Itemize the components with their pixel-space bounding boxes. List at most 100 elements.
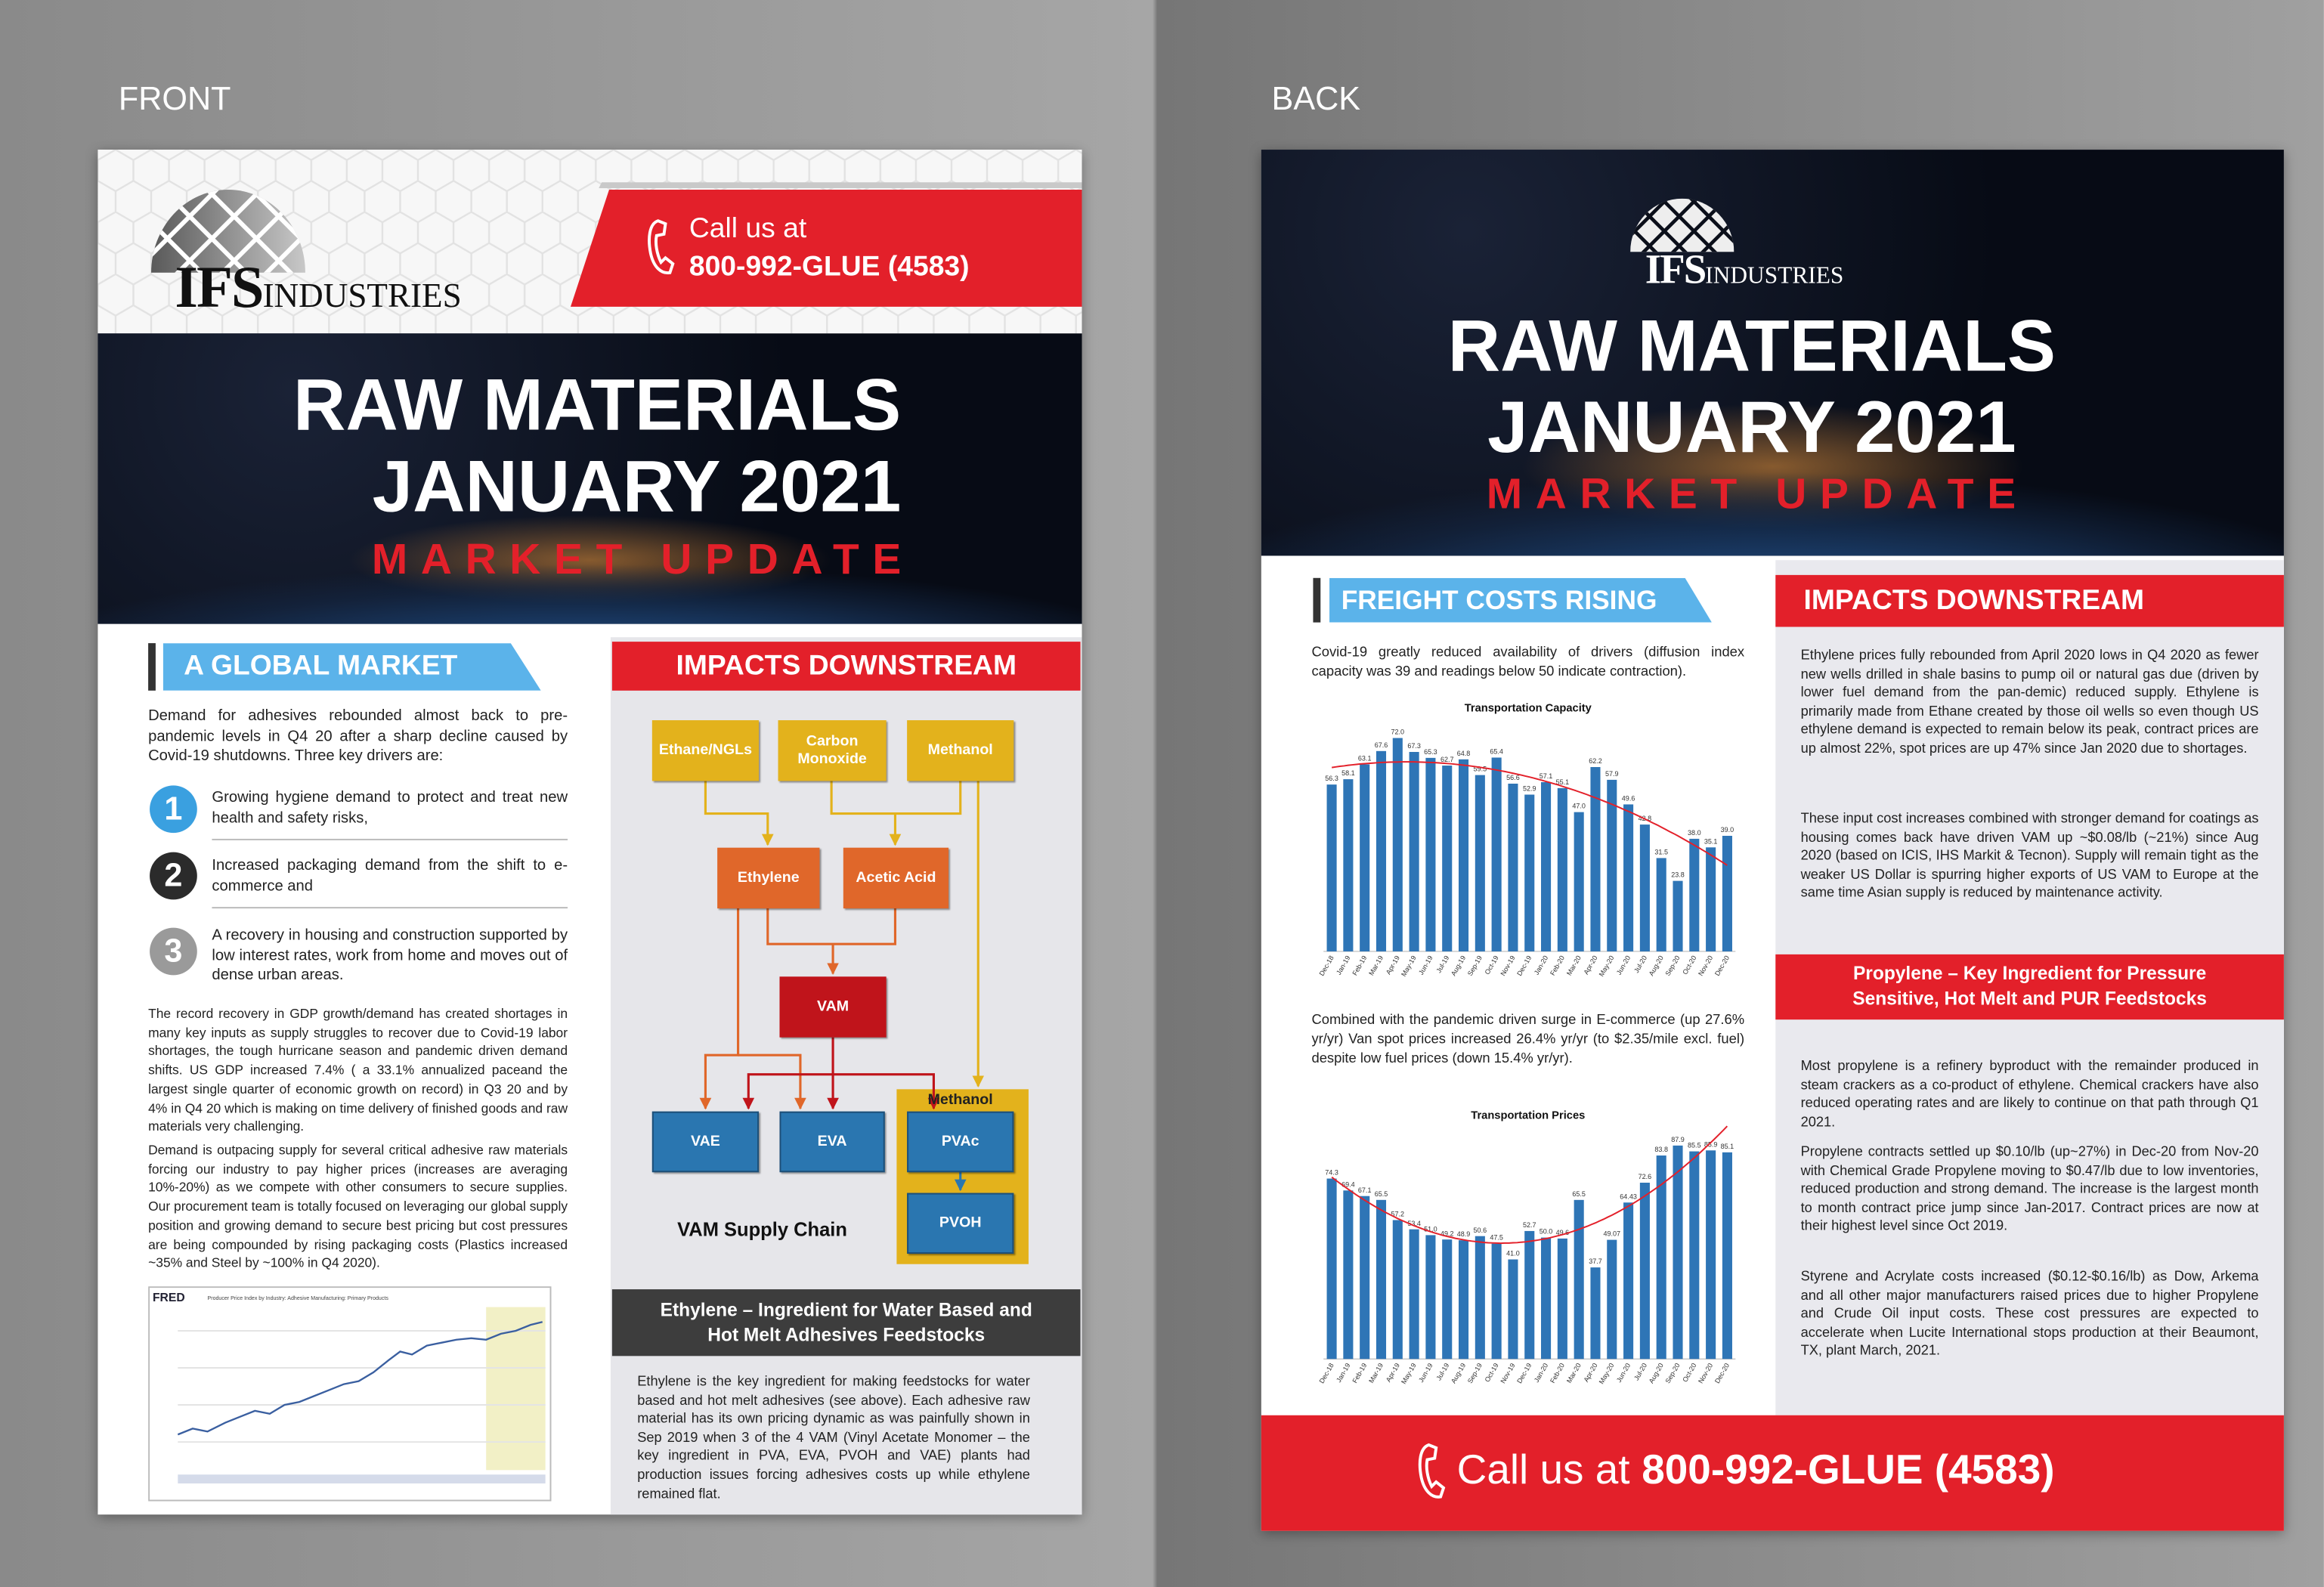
bar [1689, 1151, 1700, 1360]
x-tick-label: Jan-19 [1335, 954, 1351, 976]
data-label: 53.4 [1407, 1220, 1421, 1227]
x-tick-label: Dec-20 [1713, 954, 1731, 977]
fred-chart: FRED Producer Price Index by Industry: A… [148, 1286, 552, 1502]
chart-title: Transportation Capacity [1465, 702, 1592, 714]
hero-title: JANUARY 2021 [1487, 388, 2016, 469]
diagram-caption: VAM Supply Chain [677, 1217, 847, 1241]
bar [1590, 1267, 1601, 1360]
paragraph: Demand is outpacing supply for several c… [148, 1142, 568, 1271]
section-heading: Propylene – Key Ingredient for Pressure … [1775, 954, 2284, 1020]
bar [1442, 1239, 1453, 1360]
bar [1673, 880, 1683, 951]
heading-shape [1329, 577, 1712, 623]
bar [1623, 804, 1634, 951]
x-tick-label: Aug-20 [1648, 1362, 1665, 1384]
bar [1524, 794, 1535, 951]
bar [1689, 838, 1700, 951]
x-tick-label: Jun-19 [1417, 1362, 1434, 1384]
bar [1458, 759, 1469, 951]
footer [1261, 1415, 2284, 1531]
x-tick-label: Mar-20 [1565, 954, 1583, 977]
frame-label: Methanol [927, 1092, 993, 1109]
bar [1392, 738, 1403, 951]
bar [1475, 1236, 1485, 1360]
data-label: 67.1 [1358, 1186, 1372, 1194]
divider [212, 907, 568, 909]
hero-title: JANUARY 2021 [372, 447, 902, 528]
data-label: 67.3 [1407, 742, 1421, 750]
x-tick-label: Feb-19 [1351, 954, 1368, 977]
x-tick-label: Mar-19 [1367, 954, 1385, 977]
data-label: 47.0 [1572, 803, 1586, 810]
call-lead: Call us at [689, 213, 807, 245]
x-tick-label: Feb-20 [1549, 1362, 1566, 1384]
data-label: 37.7 [1589, 1258, 1602, 1265]
bar [1524, 1230, 1535, 1360]
bar [1656, 1155, 1666, 1360]
diagram-node: VAE [651, 1111, 760, 1173]
x-tick-label: Nov-20 [1697, 1362, 1714, 1384]
x-tick-label: Aug-19 [1450, 954, 1467, 977]
diagram-node: Ethane/NGLs [651, 720, 760, 781]
bar [1706, 847, 1716, 951]
paragraph: Covid-19 greatly reduced availability of… [1311, 643, 1745, 679]
bar [1639, 1183, 1650, 1360]
data-label: 85.1 [1721, 1143, 1734, 1150]
bar [1607, 1239, 1617, 1360]
data-label: 23.8 [1671, 871, 1685, 879]
driver-number: 3 [150, 927, 197, 976]
diagram-node: Ethylene [717, 847, 820, 909]
bar [1673, 1145, 1683, 1360]
data-label: 52.7 [1523, 1221, 1536, 1229]
hero [1261, 150, 2284, 556]
x-tick-label: Sep-20 [1663, 1362, 1681, 1384]
data-label: 56.6 [1506, 774, 1520, 781]
data-label: 50.6 [1474, 1227, 1487, 1234]
x-tick-label: Apr-19 [1385, 1362, 1401, 1383]
data-label: 52.9 [1523, 785, 1536, 793]
section-heading: Ethylene – Ingredient for Water Based an… [611, 1289, 1081, 1357]
data-label: 41.0 [1506, 1250, 1520, 1258]
front-label: FRONT [118, 79, 231, 117]
call-lead: Call us at [1456, 1446, 1630, 1493]
bar [1508, 783, 1518, 951]
x-tick-label: Mar-20 [1565, 1362, 1583, 1384]
call-number: 800-992-GLUE (4583) [689, 252, 970, 283]
data-label: 49.6 [1556, 1229, 1570, 1236]
driver-number: 1 [150, 785, 197, 834]
x-tick-label: Feb-19 [1351, 1362, 1368, 1384]
x-tick-label: Jan-20 [1533, 1362, 1549, 1384]
bar [1458, 1240, 1469, 1360]
paragraph: The record recovery in GDP growth/demand… [148, 1006, 568, 1134]
x-tick-label: Nov-19 [1499, 954, 1516, 977]
bar [1706, 1150, 1716, 1360]
x-tick-label: May-20 [1598, 954, 1616, 978]
footer-call: Call us at 800-992-GLUE (4583) [1457, 1446, 2055, 1494]
trend-line [1332, 761, 1728, 866]
side-panel [610, 637, 1082, 1515]
data-label: 39.0 [1721, 826, 1734, 834]
x-tick-label: Apr-20 [1582, 1362, 1598, 1383]
data-label: 64.43 [1620, 1193, 1637, 1200]
x-tick-label: May-19 [1400, 1362, 1418, 1385]
paragraph: Ethylene prices fully rebounded from Apr… [1800, 647, 2259, 756]
bar [1541, 1237, 1552, 1360]
data-label: 57.2 [1391, 1211, 1405, 1218]
data-label: 57.9 [1605, 770, 1619, 778]
x-tick-label: Jul-20 [1632, 954, 1648, 974]
bar [1343, 1190, 1354, 1360]
x-tick-label: Sep-19 [1466, 954, 1484, 977]
bar [1425, 757, 1436, 951]
x-tick-label: Nov-20 [1697, 954, 1714, 977]
x-tick-label: Apr-19 [1385, 954, 1401, 976]
data-label: 72.6 [1639, 1173, 1652, 1180]
data-label: 62.2 [1589, 757, 1602, 765]
data-label: 38.0 [1688, 829, 1701, 837]
bar [1574, 812, 1584, 951]
logo: IFSINDUSTRIES [1645, 247, 1844, 295]
data-label: 64.8 [1457, 750, 1471, 757]
diagram-node: PVAc [907, 1111, 1014, 1173]
data-label: 57.1 [1540, 772, 1553, 780]
